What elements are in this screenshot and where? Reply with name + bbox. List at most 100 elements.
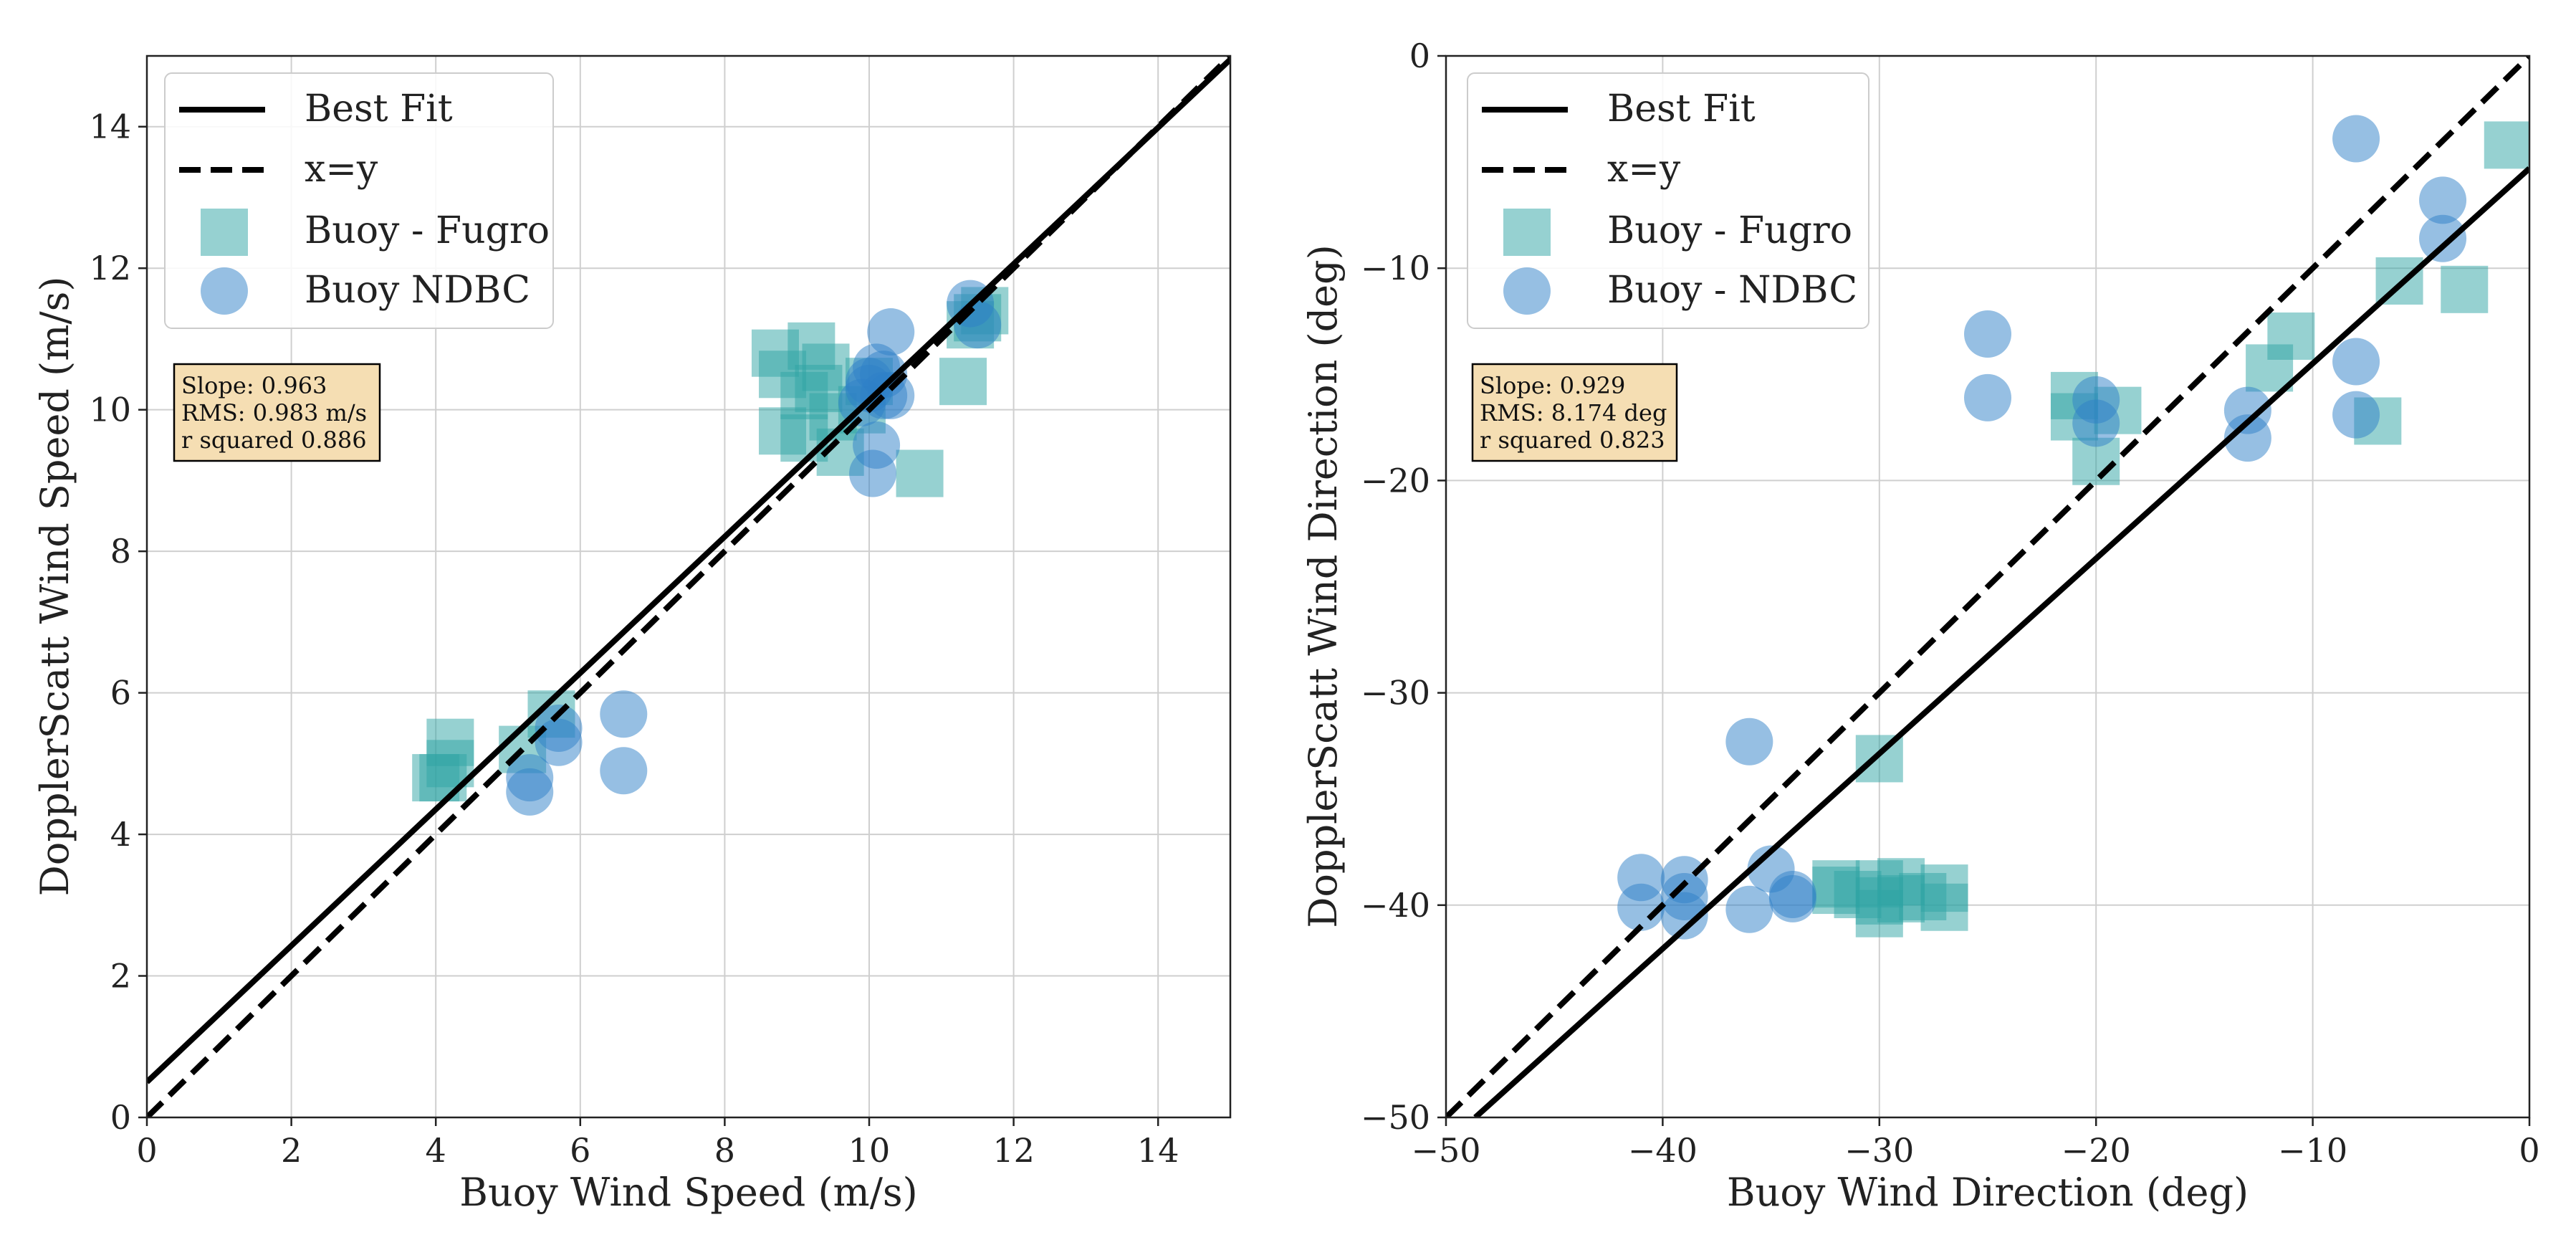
x-tick-label: 0: [2519, 1131, 2539, 1170]
ndbc-point: [1768, 874, 1816, 922]
legend-ndbc-swatch: [1503, 267, 1551, 315]
best-fit-line: [1473, 166, 2529, 1117]
fugro-point: [1920, 883, 1968, 931]
y-tick-label: −30: [1361, 674, 1430, 712]
x-tick-label: −40: [1628, 1131, 1698, 1170]
ndbc-points: [1617, 115, 2467, 940]
fugro-point: [419, 754, 467, 802]
fugro-point: [1812, 867, 1860, 915]
stats-rms: RMS: 8.174 deg: [1480, 399, 1667, 426]
ndbc-point: [2419, 214, 2467, 262]
ndbc-point: [849, 449, 897, 497]
legend-box: [164, 72, 554, 329]
x-axis-label: Buoy Wind Direction (deg): [1727, 1170, 2249, 1215]
legend: Best Fit x=y Buoy - Fugro Buoy - NDBC: [1467, 72, 1869, 329]
x-tick-label: 10: [848, 1131, 891, 1170]
legend-fugro-label: Buoy - Fugro: [1607, 209, 1852, 252]
stats-box: Slope: 0.929 RMS: 8.174 deg r squared 0.…: [1471, 363, 1678, 462]
x-tick-label: 8: [714, 1131, 735, 1170]
y-tick-label: 2: [110, 957, 131, 996]
ndbc-point: [2072, 399, 2120, 447]
y-tick-label: −10: [1361, 249, 1430, 287]
y-axis-label: DopplerScatt Wind Direction (deg): [1301, 244, 1346, 928]
ndbc-point: [535, 704, 583, 752]
x-tick-label: −30: [1844, 1131, 1914, 1170]
stats-box-frame: [173, 363, 381, 462]
fugro-point: [2484, 121, 2529, 169]
stats-box-frame: [1471, 363, 1678, 462]
stats-slope: Slope: 0.929: [1480, 372, 1625, 399]
y-tick-label: 14: [89, 108, 131, 146]
legend-best-fit-label: Best Fit: [1607, 87, 1756, 130]
ndbc-point: [506, 768, 554, 816]
x-tick-label: 6: [570, 1131, 590, 1170]
stats-rms: RMS: 0.983 m/s: [181, 399, 367, 426]
ndbc-point: [1725, 717, 1773, 766]
ndbc-point: [954, 301, 1002, 349]
plot-marks: [1446, 56, 2529, 1117]
ndbc-point: [1617, 883, 1665, 931]
ndbc-point: [2332, 391, 2380, 439]
x-tick-label: 4: [426, 1131, 446, 1170]
ndbc-point: [1964, 373, 2011, 421]
ndbc-point: [1660, 892, 1708, 940]
y-tick-label: 8: [110, 532, 131, 571]
stats-box: Slope: 0.963 RMS: 0.983 m/s r squared 0.…: [173, 363, 381, 462]
fugro-point: [896, 449, 944, 497]
legend-ndbc-label: Buoy NDBC: [305, 269, 530, 312]
stats-slope: Slope: 0.963: [181, 372, 327, 399]
stats-r-squared: r squared 0.886: [181, 426, 367, 454]
x-equals-y-line: [147, 56, 1230, 1117]
ndbc-point: [600, 690, 648, 738]
x-tick-label: 14: [1137, 1131, 1179, 1170]
ndbc-point: [1725, 885, 1773, 933]
y-tick-label: 4: [110, 815, 131, 854]
fugro-point: [1855, 877, 1903, 925]
speed-chart: 0 2 4 6 8 10 12 14 0 2 4 6 8 10 12 14 Buoy Wind Speed (…: [32, 54, 1232, 1215]
ndbc-point: [2332, 115, 2380, 163]
x-tick-label: 12: [992, 1131, 1035, 1170]
y-tick-label: 0: [1409, 37, 1430, 75]
axes-frame: [1445, 54, 2531, 1119]
x-tick-label: 2: [281, 1131, 302, 1170]
axes-frame: [145, 54, 1232, 1119]
fugro-point: [2441, 265, 2489, 313]
fugro-points: [1812, 121, 2529, 938]
fugro-point: [2246, 344, 2294, 392]
ndbc-point: [2419, 176, 2467, 224]
ndbc-point: [600, 747, 648, 795]
legend-xy-label: x=y: [305, 148, 378, 191]
ndbc-point: [2332, 338, 2380, 386]
y-tick-label: 6: [110, 674, 131, 712]
legend-fugro-swatch: [201, 209, 248, 256]
x-tick-label: −20: [2062, 1131, 2131, 1170]
ndbc-point: [867, 308, 915, 356]
legend: Best Fit x=y Buoy - Fugro Buoy NDBC: [164, 72, 554, 329]
y-tick-label: −40: [1361, 886, 1430, 925]
plot-marks: [147, 56, 1230, 1117]
direction-chart: −50 −40 −30 −20 −10 0 −50 −40 −30 −20 −10 0 Buoy Wi…: [1301, 37, 2540, 1215]
ndbc-point: [2223, 414, 2271, 462]
y-tick-label: 12: [89, 249, 131, 287]
ticks: −50 −40 −30 −20 −10 0 −50 −40 −30 −20 −10 0: [1361, 37, 2540, 1170]
y-axis-label: DopplerScatt Wind Speed (m/s): [32, 277, 77, 897]
ticks: 0 2 4 6 8 10 12 14 0 2 4 6 8 10 12 14: [89, 108, 1179, 1170]
stats-r-squared: r squared 0.823: [1480, 426, 1665, 454]
legend-fugro-label: Buoy - Fugro: [305, 209, 550, 252]
y-tick-label: −50: [1361, 1098, 1430, 1137]
legend-best-fit-label: Best Fit: [305, 87, 453, 130]
x-tick-label: −10: [2278, 1131, 2347, 1170]
legend-ndbc-label: Buoy - NDBC: [1607, 269, 1857, 312]
x-tick-label: −50: [1411, 1131, 1480, 1170]
legend-xy-label: x=y: [1607, 148, 1681, 191]
y-tick-label: −20: [1361, 461, 1430, 500]
legend-fugro-swatch: [1503, 209, 1551, 256]
x-tick-label: 0: [136, 1131, 157, 1170]
legend-ndbc-swatch: [201, 267, 248, 315]
x-axis-label: Buoy Wind Speed (m/s): [459, 1170, 917, 1215]
ndbc-point: [1964, 310, 2011, 358]
x-equals-y-line: [1446, 56, 2529, 1117]
y-tick-label: 0: [110, 1098, 131, 1137]
y-tick-label: 10: [89, 391, 131, 429]
